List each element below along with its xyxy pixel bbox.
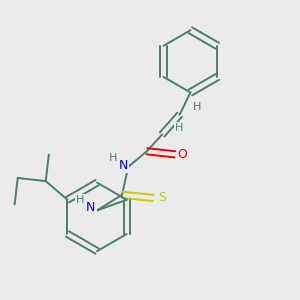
Text: H: H bbox=[109, 153, 117, 163]
Text: S: S bbox=[158, 191, 166, 204]
Text: O: O bbox=[178, 148, 188, 161]
Text: H: H bbox=[193, 102, 201, 112]
Text: H: H bbox=[76, 195, 84, 205]
Text: H: H bbox=[175, 123, 183, 133]
Text: N: N bbox=[119, 159, 128, 172]
Text: N: N bbox=[86, 201, 96, 214]
